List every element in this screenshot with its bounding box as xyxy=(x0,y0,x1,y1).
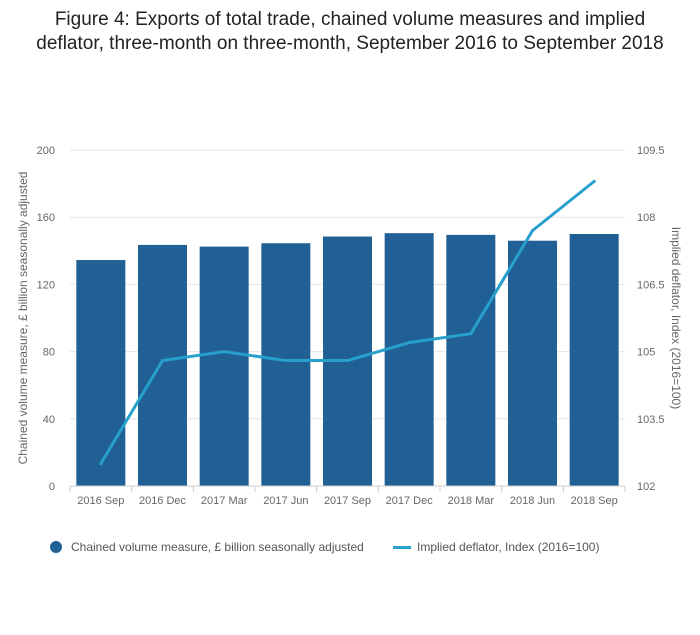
legend-label-bars: Chained volume measure, £ billion season… xyxy=(71,540,364,554)
bar-series xyxy=(76,233,619,486)
bar[interactable] xyxy=(199,246,249,486)
chart-title-line-1: Figure 4: Exports of total trade, chaine… xyxy=(54,9,646,30)
line-point[interactable] xyxy=(592,179,596,183)
bar[interactable] xyxy=(569,234,619,486)
x-tick-label: 2018 Sep xyxy=(571,495,618,507)
line-point[interactable] xyxy=(222,350,226,354)
y-tick-label: 0 xyxy=(49,481,55,493)
legend-label-line: Implied deflator, Index (2016=100) xyxy=(417,540,600,554)
line-point[interactable] xyxy=(161,359,164,363)
bar[interactable] xyxy=(76,260,126,486)
x-tick-label: 2017 Sep xyxy=(324,495,371,507)
legend-item-line[interactable]: Implied deflator, Index (2016=100) xyxy=(393,540,599,554)
y-tick-label: 160 xyxy=(37,212,55,224)
line-point[interactable] xyxy=(469,332,473,336)
y2-tick-label: 109.5 xyxy=(637,145,665,157)
x-tick-label: 2017 Mar xyxy=(201,495,248,507)
line-point[interactable] xyxy=(531,229,534,233)
line-point[interactable] xyxy=(346,359,349,363)
x-axis-ticks: 2016 Sep 2016 Dec 2017 Mar 2017 Jun 2017 Sep… xyxy=(77,495,617,507)
legend: Chained volume measure, £ billion season… xyxy=(0,540,700,560)
line-series xyxy=(99,179,596,466)
y-tick-label: 120 xyxy=(37,279,55,291)
y2-tick-label: 105 xyxy=(637,347,655,359)
line-point[interactable] xyxy=(284,359,288,363)
bar[interactable] xyxy=(261,243,311,486)
y-axis-label: Chained volume measure, £ billion season… xyxy=(16,172,30,465)
x-tick-label: 2018 Jun xyxy=(510,495,555,507)
line-point[interactable] xyxy=(99,462,103,466)
legend-line-icon xyxy=(393,545,411,549)
bar[interactable] xyxy=(446,234,496,486)
y2-tick-label: 108 xyxy=(637,212,655,224)
line-point[interactable] xyxy=(407,341,411,345)
x-tick-label: 2018 Mar xyxy=(448,495,495,507)
y2-tick-label: 103.5 xyxy=(637,414,665,426)
legend-dot-icon xyxy=(50,541,62,553)
y2-tick-label: 106.5 xyxy=(637,279,665,291)
x-tick-label: 2017 Jun xyxy=(263,495,308,507)
bar[interactable] xyxy=(508,240,557,486)
chart-title-line-2: deflator, three-month on three-month, Se… xyxy=(36,33,664,54)
y2-tick-label: 102 xyxy=(637,481,655,493)
y2-axis-ticks: 102 103.5 105 106.5 108 109.5 xyxy=(637,145,665,493)
y-tick-label: 200 xyxy=(37,145,55,157)
y-axis-ticks: 0 40 80 120 160 200 xyxy=(37,145,55,493)
x-tick-label: 2016 Dec xyxy=(139,495,187,507)
x-tick-label: 2016 Sep xyxy=(77,495,124,507)
x-tick-label: 2017 Dec xyxy=(386,495,434,507)
y-tick-label: 40 xyxy=(43,414,55,426)
y2-axis-label: Implied deflator, Index (2016=100) xyxy=(669,227,683,409)
chart-title: Figure 4: Exports of total trade, chaine… xyxy=(0,8,700,56)
bar[interactable] xyxy=(138,244,187,486)
bar[interactable] xyxy=(384,233,434,486)
legend-item-bars[interactable]: Chained volume measure, £ billion season… xyxy=(50,540,364,554)
axes xyxy=(69,485,626,492)
y-tick-label: 80 xyxy=(43,347,55,359)
